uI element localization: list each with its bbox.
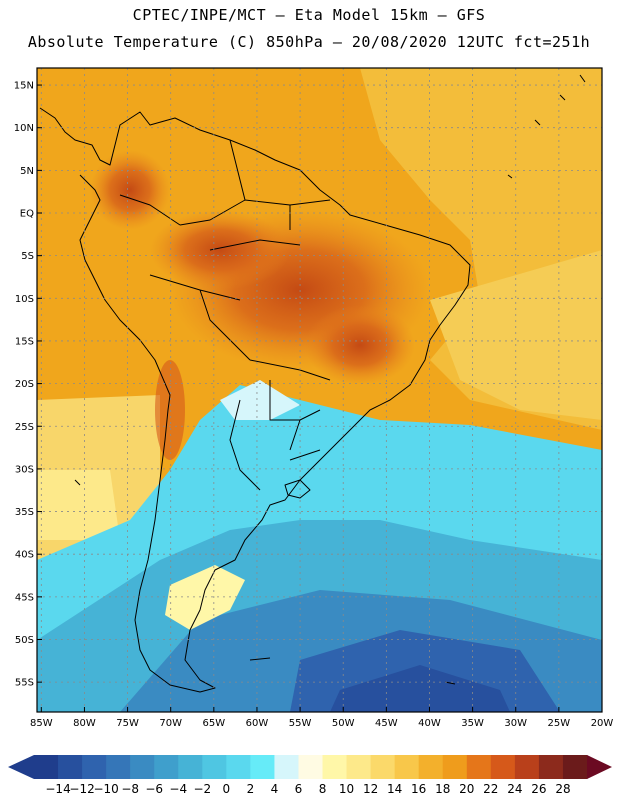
lon-label: 45W: [375, 718, 398, 729]
colorbar-swatch: [274, 755, 299, 779]
map-frame: [36, 67, 603, 713]
colorbar-swatch: [298, 755, 324, 779]
colorbar-label: 14: [387, 782, 402, 796]
lat-label: 25S: [15, 422, 34, 433]
lon-label: 20W: [591, 718, 614, 729]
colorbar-label: −14: [45, 782, 70, 796]
colorbar-swatch: [226, 755, 251, 779]
colorbar-label: 28: [555, 782, 570, 796]
colorbar-label: 12: [363, 782, 378, 796]
colorbar-swatch: [154, 755, 179, 779]
lat-label: 50S: [15, 635, 34, 646]
lat-label: 35S: [15, 507, 34, 518]
colorbar-label: −4: [169, 782, 187, 796]
colorbar-swatch: [370, 755, 396, 779]
colorbar-label: −12: [69, 782, 94, 796]
colorbar-swatch: [250, 755, 275, 779]
field-hot-cerrado: [305, 305, 415, 385]
colorbar-swatch: [82, 755, 107, 779]
field-hot-colombia: [90, 150, 170, 230]
colorbar-label: 22: [483, 782, 498, 796]
lon-label: 35W: [461, 718, 484, 729]
lat-label: 10N: [14, 123, 34, 134]
colorbar-label: 16: [411, 782, 426, 796]
lat-label: 10S: [15, 294, 34, 305]
colorbar: −14−12−10 −8 −6 −4 −2 0 2 4 6 8 10 12 14 16 18 20 22 24 26…: [8, 755, 612, 796]
field-atlantic-mild: [430, 250, 602, 420]
colorbar-label: 2: [247, 782, 255, 796]
colorbar-swatch: [394, 755, 420, 779]
colorbar-swatch: [130, 755, 155, 779]
lon-label: 60W: [246, 718, 269, 729]
lagoa-dos-patos: [284, 479, 311, 499]
colorbar-swatch: [34, 755, 59, 779]
title-line-2: Absolute Temperature (C) 850hPa – 20/08/…: [27, 33, 591, 51]
colorbar-swatch: [562, 755, 588, 779]
colorbar-swatch: [514, 755, 540, 779]
lat-label: 30S: [15, 464, 34, 475]
colorbar-label: 20: [459, 782, 474, 796]
lat-label: 55S: [15, 678, 34, 689]
lon-label: 85W: [30, 718, 53, 729]
colorbar-arrow-high: [587, 755, 612, 779]
field-pacific-pale: [37, 470, 120, 540]
temperature-field: [37, 68, 602, 712]
lat-label: EQ: [20, 209, 34, 220]
field-patagonia-warm: [165, 565, 245, 630]
colorbar-label: 24: [507, 782, 522, 796]
lon-label: 65W: [203, 718, 226, 729]
colorbar-label: 4: [271, 782, 279, 796]
lon-label: 55W: [289, 718, 312, 729]
colorbar-swatch: [106, 755, 131, 779]
latitude-axis: 15N 10N 5N EQ 5S 10S 15S 20S 25S 30S 35S 40S 45S 50S 5…: [14, 81, 42, 689]
field-cold-front-edge: [220, 380, 300, 420]
colorbar-arrow-low: [8, 755, 34, 779]
colorbar-swatch: [466, 755, 492, 779]
field-hot-amazon: [150, 210, 290, 290]
colorbar-swatch: [538, 755, 564, 779]
lat-label: 45S: [15, 592, 34, 603]
colorbar-swatch: [202, 755, 227, 779]
colorbar-label: −2: [193, 782, 211, 796]
colorbar-label: 8: [319, 782, 327, 796]
colorbar-label: −10: [93, 782, 118, 796]
colorbar-label: 18: [435, 782, 450, 796]
colorbar-label: −8: [121, 782, 139, 796]
lat-label: 40S: [15, 550, 34, 561]
lon-label: 50W: [332, 718, 355, 729]
colorbar-swatch: [322, 755, 348, 779]
country-borders: [119, 139, 331, 491]
colorbar-swatch: [346, 755, 372, 779]
lat-label: 5S: [21, 251, 34, 262]
lat-label: 15S: [15, 336, 34, 347]
title-line-1: CPTEC/INPE/MCT – Eta Model 15km – GFS: [132, 6, 486, 24]
colorbar-label: 10: [339, 782, 354, 796]
lon-label: 70W: [159, 718, 182, 729]
longitude-axis: 85W 80W 75W 70W 65W 60W 55W 50W 45W 40W 35W 30W 25W 2…: [30, 707, 613, 729]
lon-label: 40W: [418, 718, 441, 729]
field-coldest-core: [330, 665, 510, 712]
field-hot-andes: [155, 360, 185, 460]
lon-label: 75W: [116, 718, 139, 729]
lat-label: 20S: [15, 379, 34, 390]
colorbar-label: 6: [295, 782, 303, 796]
lon-label: 30W: [504, 718, 527, 729]
islands: [74, 74, 586, 685]
colorbar-swatch: [58, 755, 83, 779]
colorbar-label: 0: [223, 782, 231, 796]
colorbar-label: 26: [531, 782, 546, 796]
lat-label: 5N: [20, 166, 34, 177]
colorbar-swatch: [178, 755, 203, 779]
colorbar-swatch: [418, 755, 444, 779]
lon-label: 25W: [548, 718, 571, 729]
colorbar-swatch: [442, 755, 468, 779]
colorbar-swatch: [490, 755, 516, 779]
lon-label: 80W: [73, 718, 96, 729]
graticule: [37, 68, 602, 712]
colorbar-label: −6: [145, 782, 163, 796]
lat-label: 15N: [14, 81, 34, 92]
